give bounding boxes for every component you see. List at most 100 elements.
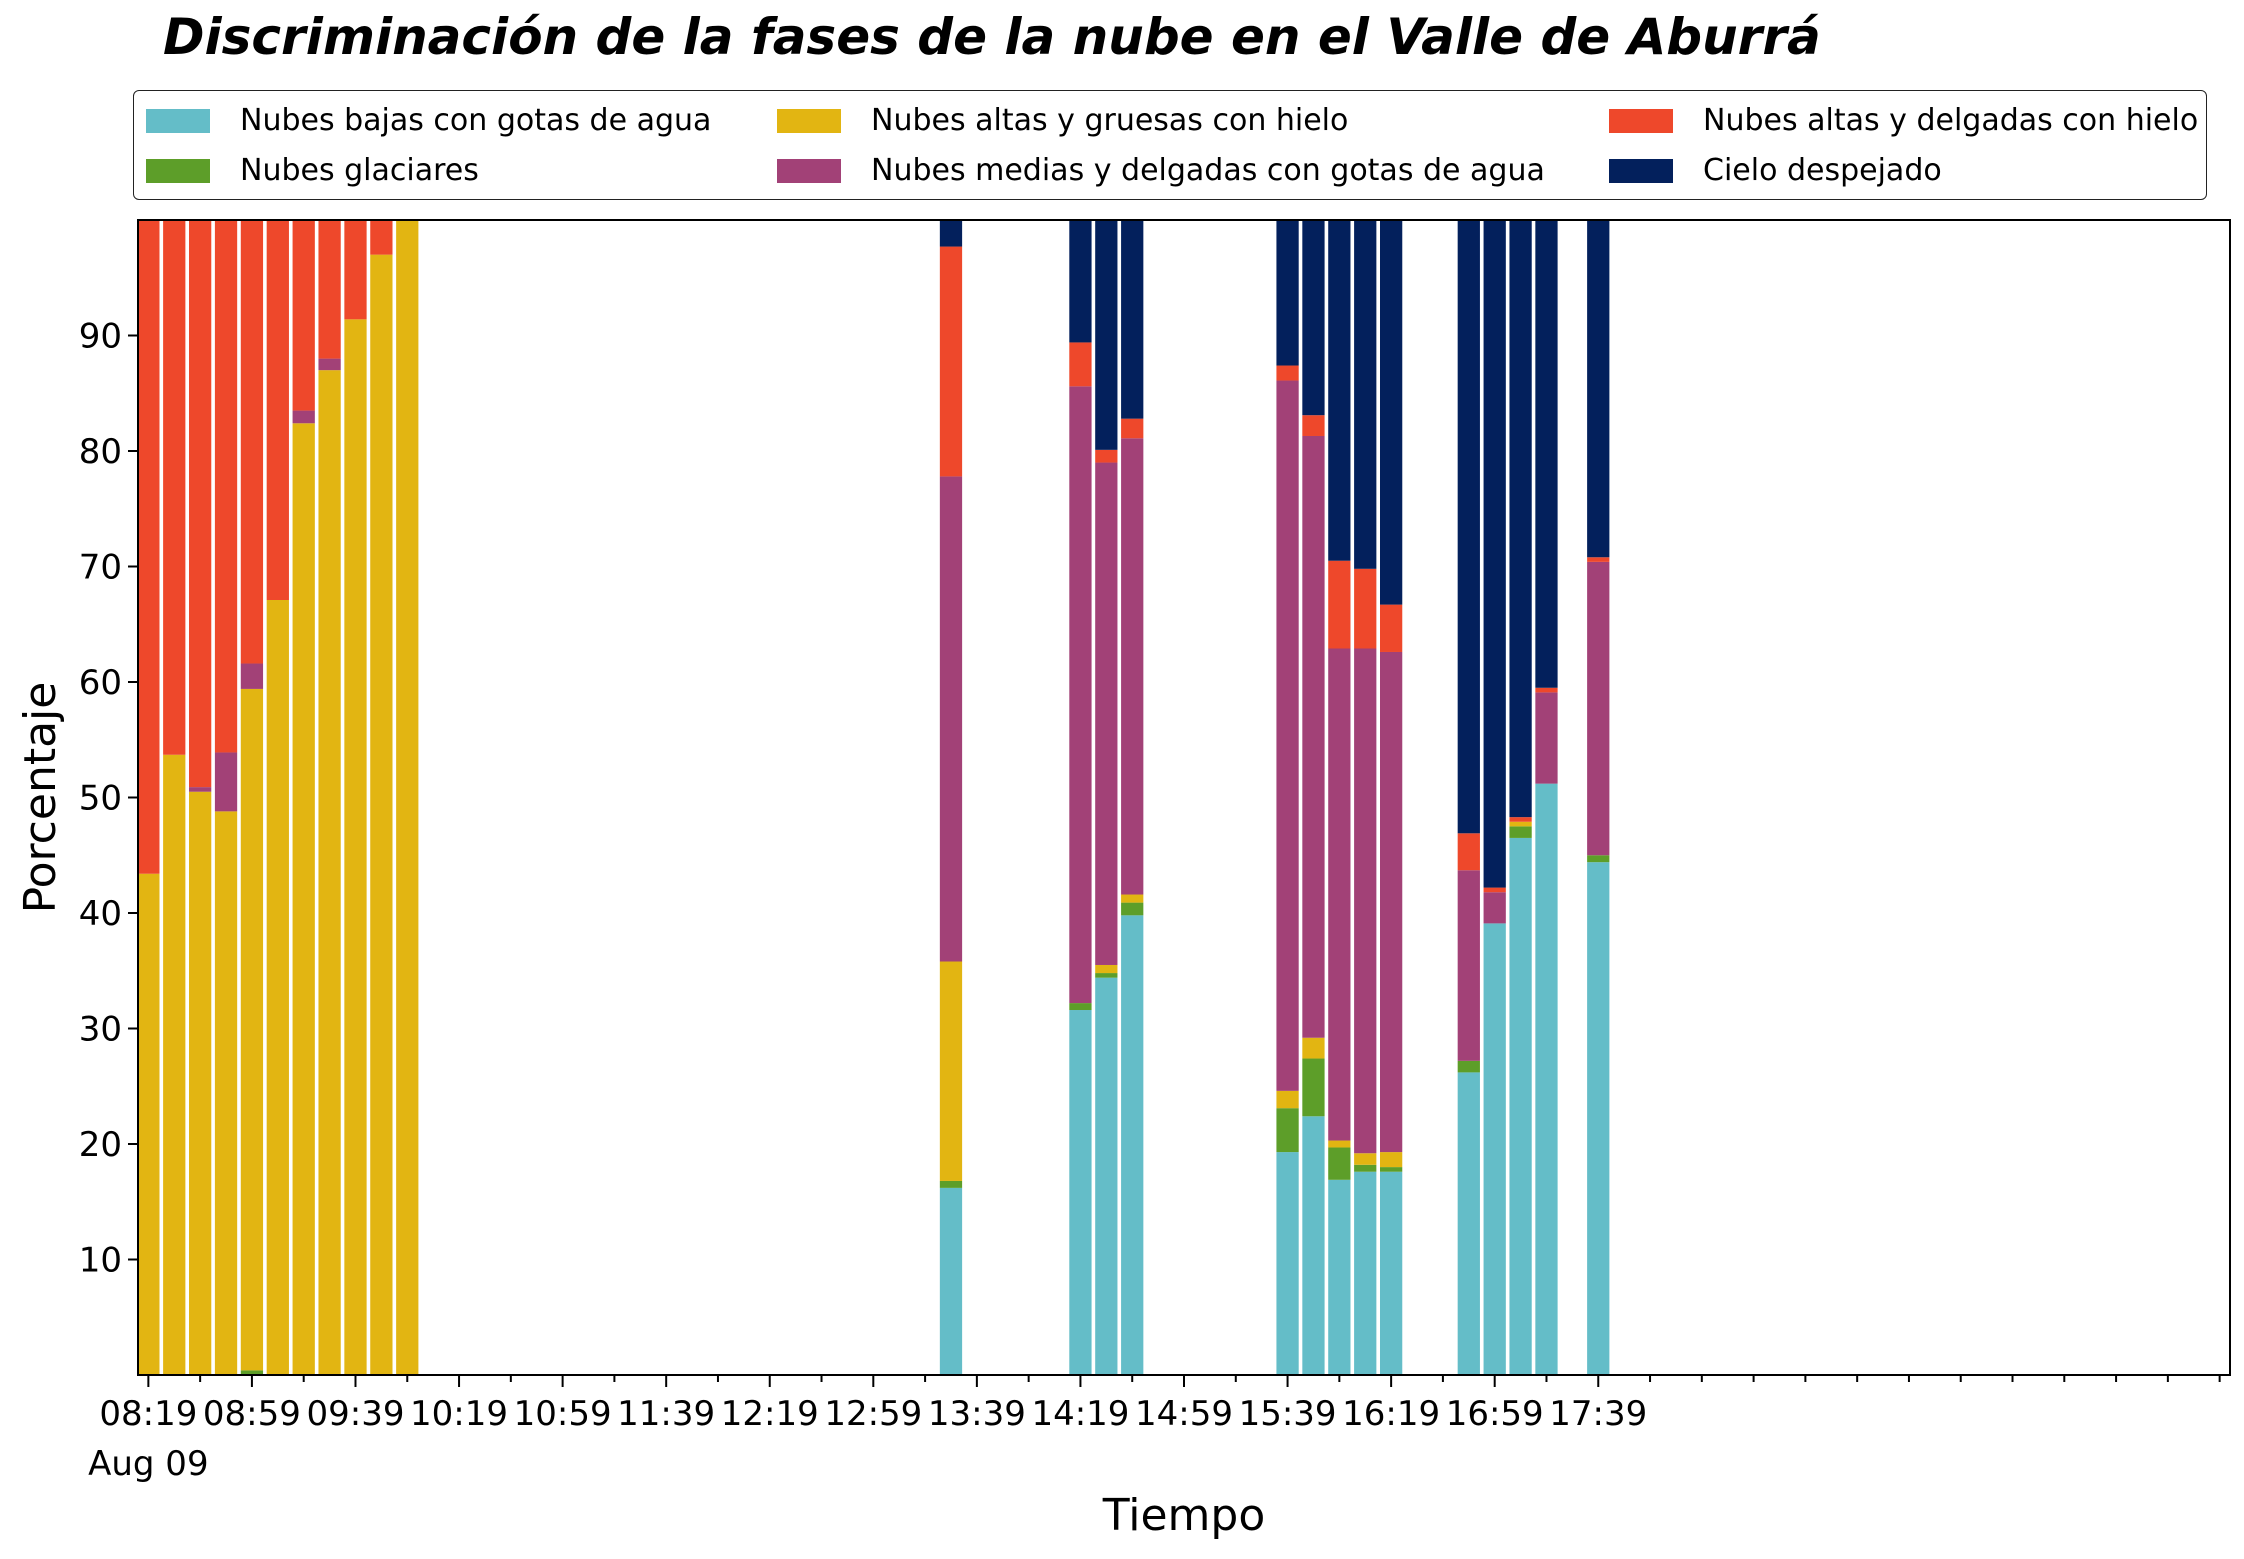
bar-segment-medias-1429 — [1095, 462, 1118, 965]
bar-segment-medias-0919 — [292, 410, 315, 424]
bar-segment-altas_delgadas-1429 — [1095, 449, 1118, 463]
x-tick-label-1019: 10:19 — [410, 1394, 508, 1434]
bar-segment-despejado-1419 — [1069, 220, 1092, 343]
bar-segment-bajas-1649 — [1457, 1072, 1480, 1375]
x-tick-label-1539: 15:39 — [1239, 1394, 1337, 1434]
legend-item-despejado: Cielo despejado — [1609, 153, 1942, 188]
bar-segment-altas_delgadas-0949 — [370, 220, 393, 255]
bar-segment-altas_gruesas-1619 — [1380, 1152, 1403, 1168]
bar-segment-medias-1619 — [1380, 651, 1403, 1153]
bar-segment-medias-1609 — [1354, 648, 1377, 1154]
bar-segment-altas_gruesas-1329 — [939, 961, 963, 1181]
bar-segment-altas_delgadas-1539 — [1276, 365, 1299, 381]
bar-segment-altas_delgadas-1649 — [1457, 833, 1480, 871]
bar-segment-bajas-1739 — [1587, 862, 1610, 1375]
bar-segment-despejado-1719 — [1535, 220, 1558, 688]
bar-segment-glaciares-1709 — [1509, 826, 1532, 838]
bar-segment-glaciares-1549 — [1302, 1058, 1325, 1117]
bar-segment-despejado-1659 — [1483, 220, 1506, 888]
x-tick-label-1459: 14:59 — [1135, 1394, 1233, 1434]
legend: Nubes bajas con gotas de agua Nubes glac… — [133, 90, 2207, 200]
bar-segment-altas_gruesas-1549 — [1302, 1037, 1325, 1059]
x-tick-label-1419: 14:19 — [1031, 1394, 1129, 1434]
bar-segment-altas_gruesas-0849 — [214, 811, 238, 1375]
bar-segment-altas_gruesas-1559 — [1328, 1140, 1351, 1148]
bar-segment-despejado-1549 — [1302, 220, 1325, 416]
bar-segment-despejado-1329 — [939, 220, 963, 247]
bar-segment-altas_gruesas-0819 — [137, 873, 160, 1375]
bar-segment-despejado-1609 — [1354, 220, 1377, 569]
x-tick-label-0939: 09:39 — [306, 1394, 404, 1434]
bar-segment-altas_delgadas-1419 — [1069, 342, 1092, 387]
bar-segment-glaciares-1539 — [1276, 1108, 1299, 1153]
y-tick-label-80: 80 — [79, 432, 122, 472]
bar-segment-glaciares-0859 — [240, 1370, 264, 1375]
x-tick-label-1219: 12:19 — [721, 1394, 819, 1434]
legend-item-altas-delgadas: Nubes altas y delgadas con hielo — [1609, 103, 2198, 138]
legend-item-glaciares: Nubes glaciares — [146, 153, 479, 188]
legend-label-medias: Nubes medias y delgadas con gotas de agu… — [871, 153, 1545, 188]
bar-segment-medias-1719 — [1535, 692, 1558, 784]
y-tick-label-20: 20 — [79, 1125, 122, 1165]
bar-segment-altas_gruesas-1709 — [1509, 821, 1532, 827]
bar-segment-bajas-1439 — [1121, 915, 1144, 1375]
bar-segment-altas_delgadas-0849 — [214, 220, 238, 753]
y-tick-label-40: 40 — [79, 894, 122, 934]
legend-swatch-despejado — [1609, 158, 1673, 183]
legend-swatch-bajas — [146, 108, 210, 133]
legend-item-medias: Nubes medias y delgadas con gotas de agu… — [777, 153, 1545, 188]
bar-segment-bajas-1659 — [1483, 923, 1506, 1375]
legend-label-despejado: Cielo despejado — [1703, 153, 1942, 188]
bar-segment-bajas-1709 — [1509, 837, 1532, 1375]
bar-segment-altas_delgadas-1549 — [1302, 415, 1325, 436]
bar-segment-altas_gruesas-1439 — [1121, 894, 1144, 903]
bar-segment-glaciares-1619 — [1380, 1167, 1403, 1172]
bar-segment-altas_gruesas-0829 — [163, 754, 186, 1375]
bar-segment-altas_delgadas-1659 — [1483, 887, 1506, 893]
x-axis: 08:19 Aug 09 08:59 09:39 10:19 10:59 11:39 12:1… — [88, 1375, 2221, 1484]
bar-segment-bajas-1329 — [939, 1187, 963, 1375]
bar-segment-bajas-1429 — [1095, 977, 1118, 1375]
y-axis-label: Porcentaje — [15, 682, 66, 914]
bar-segment-glaciares-1439 — [1121, 902, 1144, 916]
bar-segment-altas_delgadas-0859 — [240, 220, 264, 664]
legend-swatch-medias — [777, 158, 841, 183]
bar-segment-medias-1649 — [1457, 870, 1480, 1061]
bar-segment-despejado-1649 — [1457, 220, 1480, 834]
bar-segment-glaciares-1419 — [1069, 1003, 1092, 1011]
bar-segment-despejado-1439 — [1121, 220, 1144, 419]
bar-segment-altas_delgadas-1609 — [1354, 568, 1377, 649]
legend-swatch-altas-delgadas — [1609, 108, 1673, 133]
bar-segment-altas_gruesas-1429 — [1095, 964, 1118, 974]
bar-segment-medias-0929 — [318, 358, 341, 371]
bar-segment-bajas-1619 — [1380, 1171, 1403, 1375]
bar-segment-altas_delgadas-0919 — [292, 220, 315, 411]
bar-segment-bajas-1609 — [1354, 1171, 1377, 1375]
legend-swatch-altas-gruesas — [777, 108, 841, 133]
legend-label-altas-gruesas: Nubes altas y gruesas con hielo — [871, 103, 1349, 138]
bar-segment-bajas-1559 — [1328, 1179, 1351, 1375]
bar-segment-medias-1539 — [1276, 380, 1299, 1091]
x-tick-label-1659: 16:59 — [1446, 1394, 1544, 1434]
bar-segment-despejado-1739 — [1587, 220, 1610, 558]
bar-segment-altas_delgadas-0839 — [189, 220, 212, 788]
bar-segment-glaciares-1739 — [1587, 855, 1610, 863]
legend-label-bajas: Nubes bajas con gotas de agua — [240, 103, 712, 138]
bar-segment-altas_delgadas-0939 — [344, 220, 367, 320]
legend-swatch-glaciares — [146, 158, 210, 183]
bar-segment-altas_delgadas-1739 — [1587, 557, 1610, 562]
y-tick-label-30: 30 — [79, 1010, 122, 1050]
bar-segment-despejado-1709 — [1509, 220, 1532, 818]
x-tick-label-1059: 10:59 — [514, 1394, 612, 1434]
bar-segment-bajas-1419 — [1069, 1010, 1092, 1375]
legend-item-bajas: Nubes bajas con gotas de agua — [146, 103, 711, 138]
bar-segment-altas_delgadas-1329 — [939, 246, 963, 477]
bar-segment-medias-1419 — [1069, 386, 1092, 1004]
bar-segment-despejado-1429 — [1095, 220, 1118, 450]
x-tick-label-1339: 13:39 — [928, 1394, 1026, 1434]
x-tick-label-1259: 12:59 — [824, 1394, 922, 1434]
chart-title: Discriminación de la fases de la nube en… — [163, 8, 1821, 66]
bar-segment-glaciares-1649 — [1457, 1060, 1480, 1073]
bar-segment-altas_gruesas-0919 — [292, 423, 315, 1375]
